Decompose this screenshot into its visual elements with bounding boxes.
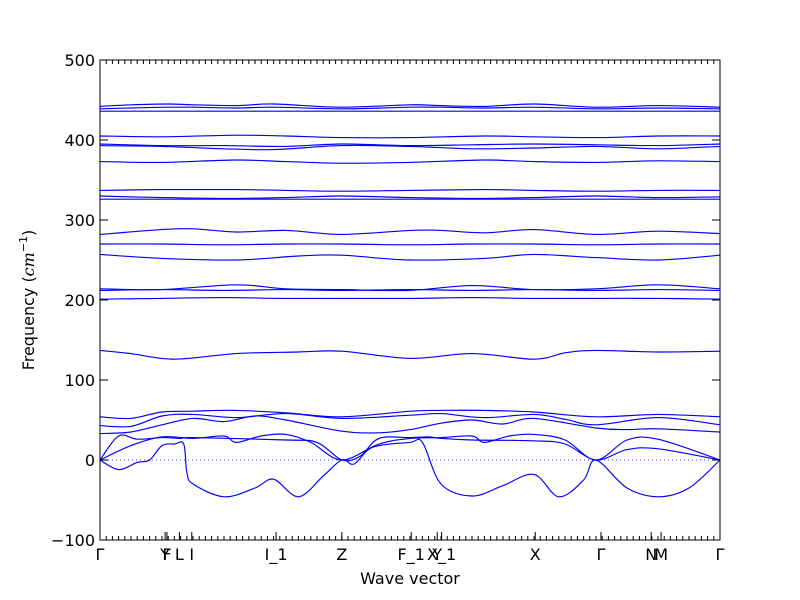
- y-tick-label: 300: [64, 211, 95, 230]
- band-line-9: [99, 195, 721, 199]
- band-lines-layer: [99, 103, 721, 498]
- x-axis-label: Wave vector: [360, 569, 460, 588]
- x-tick-label: M: [654, 545, 668, 564]
- band-line-14: [99, 284, 721, 292]
- band-line-23: [99, 438, 721, 498]
- x-tick-label: Y: [159, 545, 170, 564]
- x-tick-label: N: [645, 545, 657, 564]
- band-line-12: [99, 243, 721, 246]
- x-tick-label: X: [530, 545, 541, 564]
- band-line-5: [99, 143, 721, 148]
- plot-frame: [99, 59, 721, 541]
- band-line-18: [99, 409, 721, 420]
- band-line-16: [99, 297, 721, 300]
- band-line-6: [99, 144, 721, 151]
- y-axis-label: Frequency (cm−1): [17, 230, 38, 371]
- band-line-22: [99, 434, 721, 462]
- band-line-2: [99, 106, 721, 110]
- band-line-17: [99, 349, 721, 360]
- band-line-4: [99, 134, 721, 139]
- x-tick-label: F: [162, 545, 171, 564]
- y-axis-label-exponent: −1: [17, 236, 30, 252]
- x-tick-label: I_1: [265, 545, 288, 565]
- band-line-7: [99, 159, 721, 164]
- y-axis-label-text: Frequency (: [19, 276, 38, 370]
- band-line-20: [99, 415, 721, 435]
- y-ticks-layer: −100 0 100 200 300 400 500: [51, 51, 720, 550]
- band-line-15: [99, 289, 721, 291]
- x-tick-label: Γ: [96, 545, 105, 564]
- y-tick-label: 200: [64, 291, 95, 310]
- y-axis-label-close: ): [19, 230, 38, 236]
- x-tick-label: L: [175, 545, 184, 564]
- y-tick-label: 0: [85, 451, 95, 470]
- band-line-1: [99, 103, 721, 108]
- y-tick-label: 400: [64, 131, 95, 150]
- x-tick-label: Γ: [596, 545, 605, 564]
- band-line-19: [99, 412, 721, 428]
- x-tick-label: F_1: [398, 545, 425, 565]
- band-line-11: [99, 228, 721, 235]
- x-tick-label: Γ: [716, 545, 725, 564]
- band-line-8: [99, 188, 721, 192]
- y-axis-label-unit: cm: [19, 252, 38, 276]
- x-tick-label: Z: [336, 545, 347, 564]
- y-tick-label: −100: [51, 531, 95, 550]
- x-ticks-layer: Γ YF L I I_1 Z F_1 YX_1 X Γ NM Γ: [96, 60, 725, 565]
- y-tick-label: 100: [64, 371, 95, 390]
- x-tick-label: I: [189, 545, 194, 564]
- y-tick-label: 500: [64, 51, 95, 70]
- x-tick-label: X_1: [427, 545, 456, 565]
- x-tick-label: Y: [431, 545, 442, 564]
- band-line-13: [99, 253, 721, 261]
